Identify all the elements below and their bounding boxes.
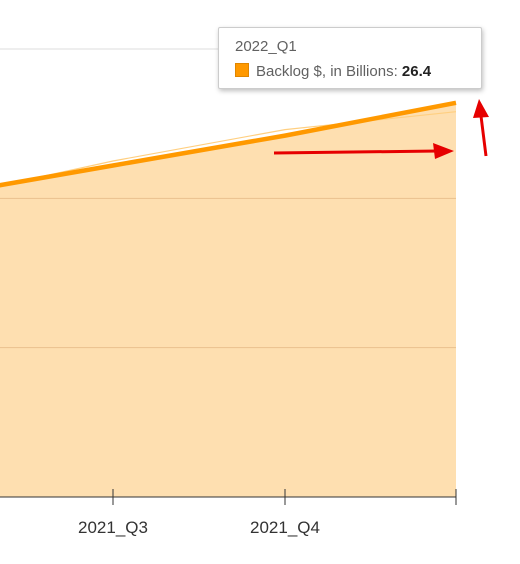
- x-axis-ticks: 2021_Q3 2021_Q4: [78, 489, 457, 537]
- tooltip-title: 2022_Q1: [235, 38, 297, 55]
- annotations: [273, 99, 489, 159]
- tooltip-series-label: Backlog $, in Billions:: [256, 63, 402, 80]
- tooltip-value: 26.4: [401, 63, 432, 80]
- backlog-area: [0, 102, 456, 497]
- chart-tooltip: 2022_Q1 Backlog $, in Billions: 26.4: [218, 27, 482, 89]
- x-tick-label: 2021_Q3: [78, 518, 148, 537]
- legend-swatch-icon: [235, 63, 249, 77]
- red-arrow-right: [273, 143, 454, 159]
- backlog-series-line: [0, 100, 457, 188]
- tooltip-series-row: Backlog $, in Billions: 26.4: [235, 63, 431, 80]
- x-tick-label: 2021_Q4: [250, 518, 320, 537]
- red-arrow-up: [473, 99, 489, 157]
